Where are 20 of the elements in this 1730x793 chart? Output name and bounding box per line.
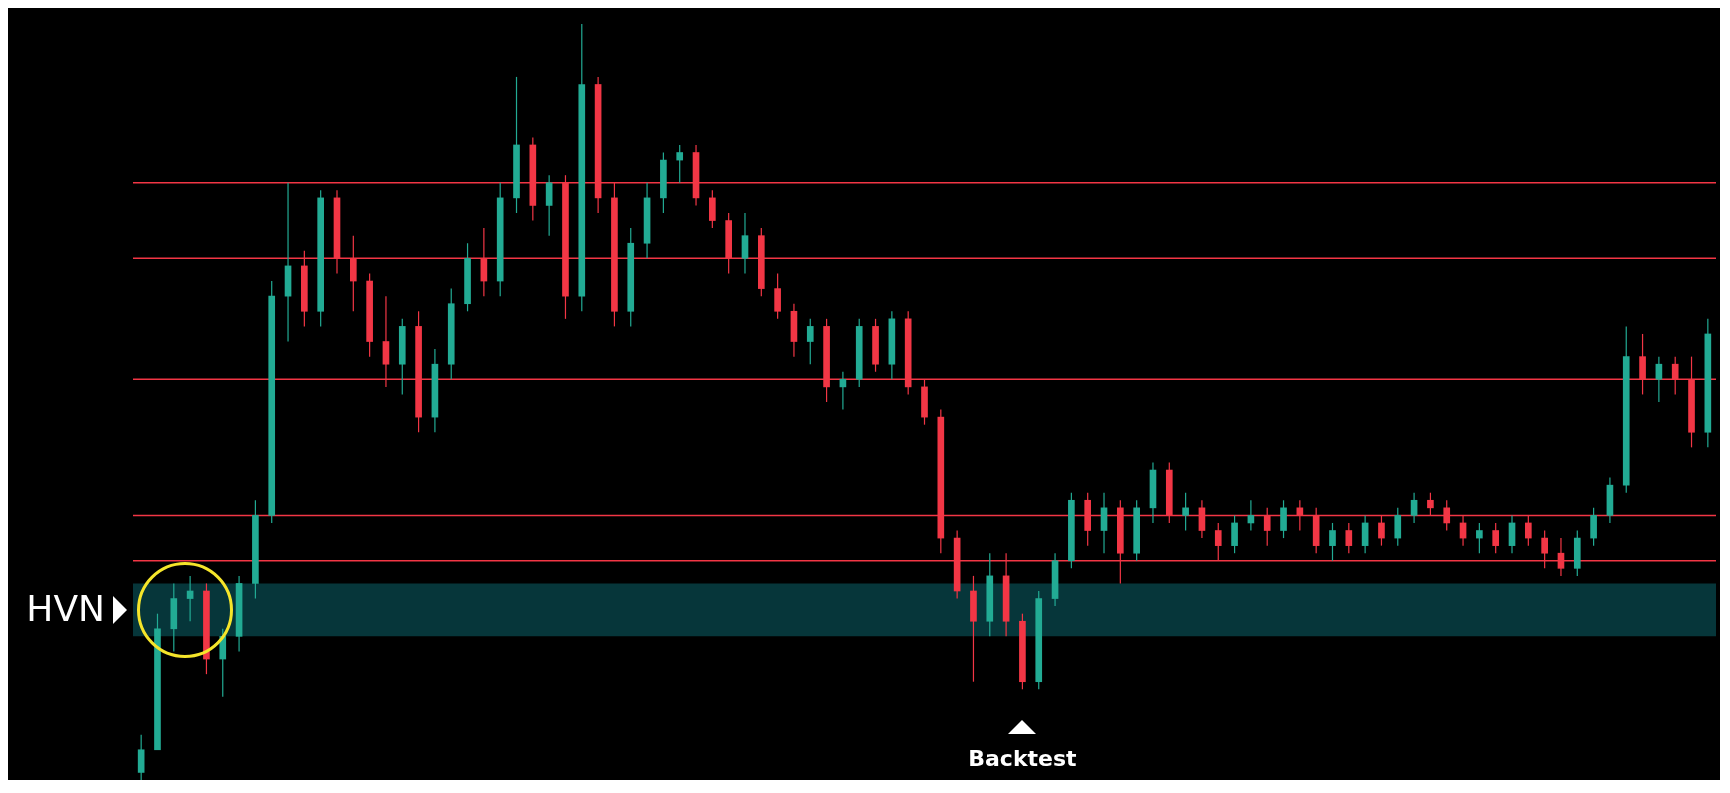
candlestick (1280, 499, 1287, 539)
text: HVN (26, 588, 105, 630)
candlestick (1345, 522, 1353, 554)
candlestick (1590, 507, 1597, 547)
candlestick (1492, 522, 1500, 554)
candlestick (1655, 356, 1663, 403)
candlestick (676, 144, 684, 184)
candlestick (137, 734, 145, 780)
candlestick (709, 189, 716, 229)
candlestick (774, 272, 781, 320)
candlestick (1476, 522, 1483, 554)
candlestick (1182, 492, 1189, 532)
candlestick (741, 212, 749, 275)
candlestick (1329, 522, 1336, 562)
candlestick (1394, 507, 1402, 547)
candlestick (1231, 514, 1238, 554)
candlestick (545, 174, 553, 237)
candlestick (1410, 492, 1418, 524)
annotation: Backtest (968, 745, 1078, 771)
candlestick (806, 318, 814, 365)
